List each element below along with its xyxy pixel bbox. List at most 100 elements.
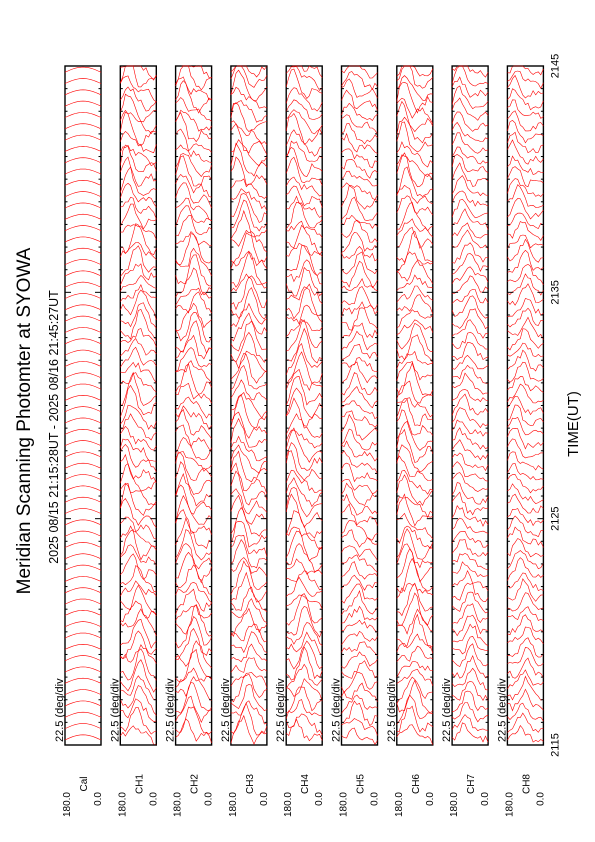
scan-trace [175,604,212,621]
scan-trace [285,493,323,528]
scan-trace [175,302,212,332]
scan-trace [396,409,434,436]
scan-trace [451,76,489,98]
scan-trace [507,725,544,743]
scan-trace [286,185,323,208]
scan-trace [451,722,489,743]
scan-trace [120,384,157,418]
scan-trace [451,714,489,732]
scan-trace [507,451,544,471]
scan-trace [175,551,212,584]
scan-trace [396,251,433,273]
scan-trace [120,707,157,735]
scan-trace [286,195,323,218]
scan-trace [341,196,378,222]
scan-trace [175,405,212,431]
scan-trace [507,404,544,426]
scan-trace [64,361,102,367]
scan-trace [396,322,433,353]
scan-trace [175,128,212,153]
scan-trace [64,247,102,254]
scan-trace [396,230,433,264]
channel-label: CH3 [245,774,256,794]
scan-trace [396,512,434,540]
scan-trace [230,631,268,654]
scan-trace [120,725,157,746]
scan-trace [64,213,102,220]
scan-trace [451,419,489,437]
scan-trace [230,86,268,109]
scan-trace [341,71,378,91]
scan-trace [286,686,323,713]
scan-trace [120,698,157,722]
scan-trace [230,331,268,363]
panel-frame [174,65,213,746]
scan-trace [286,526,323,550]
scan-trace [451,539,489,557]
scan-trace [120,371,157,407]
scan-trace [230,657,268,673]
scan-trace [507,675,544,701]
channel-label: CH1 [134,774,145,794]
scan-trace [507,70,544,89]
scan-trace [230,123,268,155]
scan-trace [507,234,544,249]
scan-trace [230,287,268,320]
scan-trace [341,357,378,372]
scan-trace [175,529,212,561]
scan-trace [451,461,489,482]
scan-trace [120,443,157,472]
scan-trace [64,474,102,480]
scan-trace [396,694,433,725]
scan-trace [175,320,212,354]
scan-trace [341,114,378,135]
scan-trace [286,220,323,238]
scan-trace [175,347,212,372]
scan-trace [507,493,544,514]
scan-trace [396,184,433,205]
scan-trace [451,154,489,174]
scan-trace [120,284,157,302]
panel-scale-label: 22.5 (deg/div [331,678,343,742]
scan-trace [230,232,268,264]
scan-trace [120,274,157,292]
scan-trace [396,195,434,216]
scan-trace [285,176,323,197]
scan-trace [341,170,378,187]
scan-trace [451,229,489,250]
scan-trace [120,525,157,551]
scan-trace [451,472,489,492]
scan-trace [175,182,212,209]
scan-trace [64,677,102,684]
scan-trace [286,646,323,681]
scan-trace [120,453,157,484]
scan-trace [396,705,433,733]
scan-trace [341,641,378,657]
scan-trace [507,657,544,679]
scan-trace [507,438,544,459]
scan-trace [341,372,378,396]
panel-scale-label: 22.5 (deg/div [109,678,121,742]
scan-trace [175,360,212,384]
scan-trace [507,298,544,318]
scan-trace [507,342,544,358]
scan-trace [120,203,157,230]
scan-trace [230,417,267,448]
scan-trace [341,694,378,714]
scan-trace [120,263,157,286]
scan-trace [507,538,544,558]
scan-trace [396,474,434,507]
scan-traces [120,65,157,746]
scan-trace [64,485,102,492]
scan-trace [507,526,544,548]
time-range-label: 2025 08/15 21:15:28UT - 2025 08/16 21:45… [47,290,61,564]
channel-label: Cal [79,776,90,791]
scan-trace [451,190,489,207]
scan-trace [175,451,212,472]
scan-trace [451,198,489,219]
panel-scale-label: 22.5 (deg/div [386,678,398,742]
scan-trace [120,337,157,357]
scan-trace [451,491,489,516]
scan-trace [507,155,544,175]
scan-trace [64,112,102,118]
